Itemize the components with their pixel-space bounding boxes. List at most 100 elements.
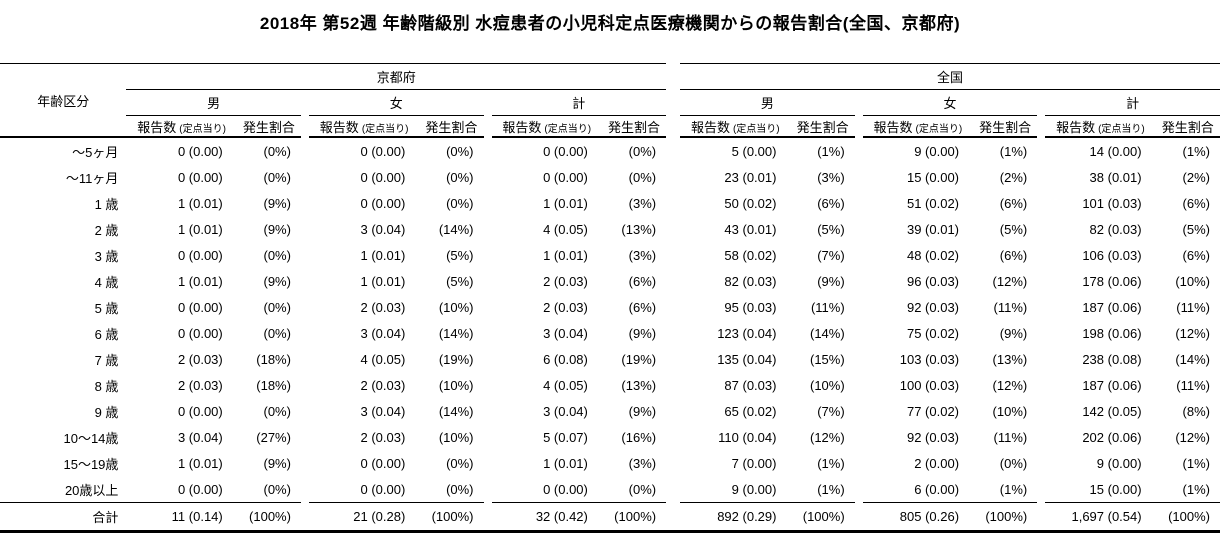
report-cell: 2 (0.03) <box>543 273 588 289</box>
rate-cell: (14%) <box>438 221 474 237</box>
report-cell: 1 (0.01) <box>177 221 223 237</box>
gender-header-kyoto-female: 女 <box>308 89 484 116</box>
report-cell: 0 (0.00) <box>360 195 406 211</box>
rate-cell: (12%) <box>1175 325 1210 341</box>
rate-cell: (18%) <box>256 377 291 393</box>
rate-cell: (2%) <box>1182 169 1210 185</box>
age-label: ～11ヶ月 <box>65 170 119 186</box>
column-gap <box>1037 216 1045 242</box>
column-gap <box>484 164 492 190</box>
section-gap <box>666 242 680 268</box>
section-header-row: 年齢区分 京都府 全国 <box>0 63 1220 138</box>
gender-header-kyoto-male: 男 <box>126 89 301 116</box>
rate-cell: (12%) <box>809 429 845 445</box>
table-row: 15～19歳 1 (0.01) (9%) 0 (0.00) (0%) 1 (0.01) (3… <box>0 450 1220 476</box>
section-gap <box>666 476 680 503</box>
column-gap <box>855 137 863 164</box>
report-cell: 6 (0.00) <box>914 481 960 497</box>
rate-cell: (2%) <box>999 169 1028 185</box>
rate-cell: (3%) <box>628 195 657 211</box>
reports-subheader: 報告数 (定点当り) <box>308 115 420 138</box>
report-cell: 1 (0.01) <box>360 273 406 289</box>
report-cell: 43 (0.01) <box>724 221 777 237</box>
rate-cell: (1%) <box>1182 143 1210 159</box>
rate-cell: (12%) <box>992 377 1028 393</box>
report-cell: 82 (0.03) <box>724 273 777 289</box>
rate-cell: (1%) <box>1182 481 1210 497</box>
report-cell: 39 (0.01) <box>906 221 960 237</box>
rate-cell: (0%) <box>628 481 657 497</box>
section-gap <box>666 90 680 116</box>
report-cell: 0 (0.00) <box>177 143 223 159</box>
report-cell: 0 (0.00) <box>543 143 588 159</box>
column-gap <box>484 190 492 216</box>
rate-cell: (11%) <box>993 299 1028 315</box>
table-row: 4 歳 1 (0.01) (9%) 1 (0.01) (5%) 2 (0.03) (6%) 8… <box>0 268 1220 294</box>
rate-cell: (100%) <box>1155 502 1220 533</box>
table-row: 8 歳 2 (0.03) (18%) 2 (0.03) (10%) 4 (0.05) (13… <box>0 372 1220 398</box>
rate-cell: (0%) <box>263 325 291 341</box>
per-sentinel-note: (定点当り) <box>1098 123 1145 135</box>
rate-cell: (11%) <box>993 429 1028 445</box>
reports-subheader: 報告数 (定点当り) <box>126 115 237 138</box>
column-gap <box>484 242 492 268</box>
reports-subheader-label: 報告数 <box>319 119 359 135</box>
column-gap <box>1037 424 1045 450</box>
rate-cell: (0%) <box>446 481 474 497</box>
rate-cell: (9%) <box>263 195 291 211</box>
rate-cell: (9%) <box>999 325 1028 341</box>
rate-cell: (9%) <box>628 403 657 419</box>
section-header-kyoto: 京都府 <box>126 63 667 90</box>
column-gap <box>855 216 863 242</box>
rate-cell: (14%) <box>438 403 474 419</box>
column-gap <box>301 137 309 164</box>
reports-subheader-label: 報告数 <box>873 119 913 135</box>
report-cell: 92 (0.03) <box>906 299 960 315</box>
report-cell: 135 (0.04) <box>717 351 777 367</box>
rate-cell: (100%) <box>601 502 667 533</box>
report-cell: 3 (0.04) <box>177 429 223 445</box>
rate-cell: (10%) <box>992 403 1028 419</box>
age-label: 7 歳 <box>94 352 119 368</box>
report-cell: 101 (0.03) <box>1082 195 1142 211</box>
report-cell: 0 (0.00) <box>177 299 223 315</box>
report-cell: 6 (0.08) <box>543 351 588 367</box>
rate-cell: (6%) <box>999 247 1028 263</box>
report-cell: 48 (0.02) <box>906 247 960 263</box>
column-gap <box>1037 346 1045 372</box>
column-gap <box>855 268 863 294</box>
rate-cell: (6%) <box>1182 247 1210 263</box>
report-cell: 187 (0.06) <box>1082 299 1142 315</box>
rate-subheader: 発生割合 <box>1155 115 1220 138</box>
rate-cell: (8%) <box>1182 403 1210 419</box>
report-cell: 1 (0.01) <box>177 195 223 211</box>
rate-cell: (12%) <box>1175 429 1210 445</box>
rate-cell: (6%) <box>1182 195 1210 211</box>
reports-subheader: 報告数 (定点当り) <box>491 115 602 138</box>
report-cell: 4 (0.05) <box>543 221 588 237</box>
age-label: 20歳以上 <box>64 482 119 498</box>
report-cell: 0 (0.00) <box>360 169 406 185</box>
report-cell: 5 (0.07) <box>543 429 588 445</box>
rate-cell: (14%) <box>809 325 845 341</box>
age-label: 2 歳 <box>94 222 119 238</box>
column-gap <box>1037 294 1045 320</box>
column-gap <box>1037 502 1046 533</box>
column-gap <box>300 502 309 533</box>
report-cell: 0 (0.00) <box>177 247 223 263</box>
report-cell: 50 (0.02) <box>724 195 777 211</box>
age-label: 8 歳 <box>94 378 119 394</box>
rate-cell: (9%) <box>817 273 845 289</box>
section-gap <box>666 398 680 424</box>
report-cell: 2 (0.03) <box>177 377 223 393</box>
section-gap <box>666 268 680 294</box>
report-cell: 1 (0.01) <box>360 247 406 263</box>
rate-cell: (13%) <box>621 221 657 237</box>
rate-subheader: 発生割合 <box>419 115 484 138</box>
table-row: 10～14歳 3 (0.04) (27%) 2 (0.03) (10%) 5 (0.07)… <box>0 424 1220 450</box>
report-cell: 2 (0.03) <box>177 351 223 367</box>
column-gap <box>1037 268 1045 294</box>
report-cell: 892 (0.29) <box>680 502 791 533</box>
gender-header-national-total: 計 <box>1045 89 1220 116</box>
total-label: 合計 <box>0 502 127 533</box>
